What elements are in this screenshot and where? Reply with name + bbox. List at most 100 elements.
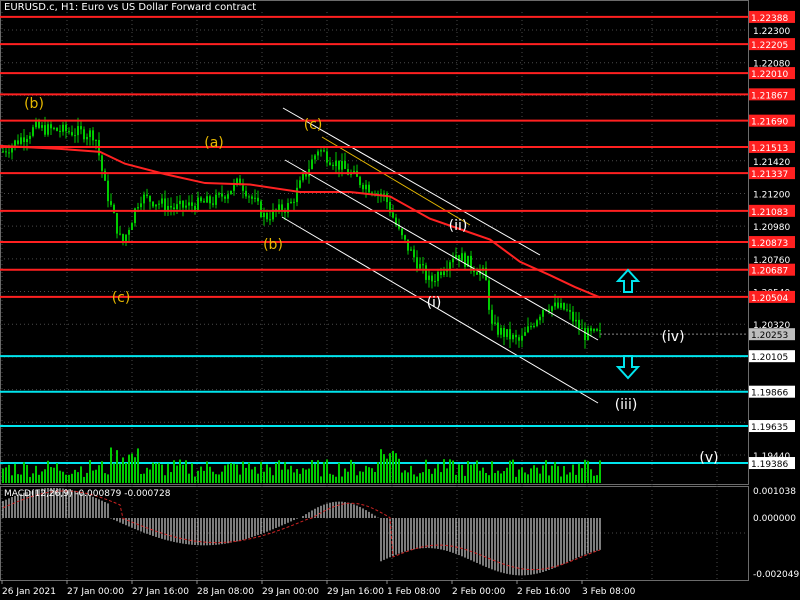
candle — [578, 319, 580, 329]
time-tick-label: 29 Jan 00:00 — [262, 587, 319, 597]
candle — [248, 196, 250, 198]
candle — [284, 211, 286, 213]
candle — [254, 197, 256, 199]
wave-label: (a) — [204, 135, 224, 151]
candle — [509, 329, 511, 340]
candle — [83, 129, 85, 140]
candle — [77, 126, 79, 136]
candle — [182, 200, 184, 208]
candle — [11, 145, 13, 153]
candle — [251, 196, 253, 199]
support-price-tag — [749, 385, 795, 398]
candle — [521, 335, 523, 341]
candle — [218, 193, 220, 195]
candle — [41, 125, 43, 128]
candle — [419, 264, 421, 269]
candle — [278, 204, 280, 211]
candle — [110, 201, 112, 205]
price-tick-label: 1.20980 — [753, 223, 790, 233]
candle — [461, 253, 463, 261]
candle — [272, 209, 274, 220]
candle — [404, 235, 406, 240]
candle — [524, 332, 526, 336]
candle — [380, 193, 382, 195]
wave-label: (iii) — [615, 397, 638, 413]
candle — [428, 275, 430, 280]
moving-average-line — [0, 144, 601, 299]
time-tick-label: 28 Jan 08:00 — [197, 587, 254, 597]
candle — [29, 135, 31, 139]
candle — [434, 281, 436, 283]
candle — [95, 140, 97, 142]
candle — [386, 193, 388, 203]
candle — [488, 280, 490, 310]
candle — [455, 255, 457, 259]
candle — [173, 207, 175, 210]
wave-label: (b) — [24, 96, 44, 112]
candle — [152, 201, 154, 207]
candle — [101, 155, 103, 171]
candle — [146, 194, 148, 196]
candle — [494, 322, 496, 324]
resistance-price-tag — [749, 236, 795, 249]
candle — [314, 155, 316, 160]
candle — [431, 275, 433, 282]
resistance-price-tag — [749, 140, 795, 153]
candle — [581, 328, 583, 330]
candle — [122, 234, 124, 243]
candle — [302, 173, 304, 181]
resistance-price-label: 1.21867 — [751, 91, 788, 101]
candle — [299, 180, 301, 188]
candle — [491, 309, 493, 324]
candle — [212, 203, 214, 205]
candle — [290, 201, 292, 204]
candle — [287, 203, 289, 213]
candle — [536, 320, 538, 326]
candle — [260, 201, 262, 218]
candle — [161, 198, 163, 204]
candle — [533, 325, 535, 327]
candle — [281, 204, 283, 212]
candle — [320, 150, 322, 152]
candle — [203, 201, 205, 203]
candle — [362, 184, 364, 190]
resistance-price-tag — [749, 88, 795, 101]
candle — [86, 137, 88, 140]
resistance-price-tag — [749, 67, 795, 80]
candle — [68, 131, 70, 133]
time-tick-label: 29 Jan 16:00 — [327, 587, 384, 597]
candle — [221, 193, 223, 197]
candle — [452, 258, 454, 263]
candle — [542, 310, 544, 317]
wave-label: (c) — [112, 290, 131, 306]
candle — [317, 151, 319, 156]
candle — [344, 160, 346, 169]
candle — [467, 255, 469, 267]
macd-tick-label: -0.002049 — [753, 570, 799, 580]
candle — [92, 130, 94, 141]
resistance-price-tag — [749, 290, 795, 303]
candle — [53, 127, 55, 129]
candle — [185, 205, 187, 208]
candle — [398, 224, 400, 229]
time-tick-label: 27 Jan 00:00 — [67, 587, 124, 597]
candle — [113, 204, 115, 214]
candle — [59, 130, 61, 132]
resistance-price-label: 1.21513 — [751, 144, 788, 154]
candle — [395, 217, 397, 225]
resistance-price-tag — [749, 204, 795, 217]
candle — [569, 310, 571, 312]
candle — [512, 334, 514, 340]
candle — [566, 309, 568, 311]
candle — [506, 329, 508, 337]
candle — [323, 150, 325, 152]
candle — [326, 151, 328, 163]
candle — [383, 193, 385, 195]
candle — [47, 124, 49, 135]
candle — [437, 271, 439, 282]
support-price-tag — [749, 350, 795, 363]
candle — [191, 202, 193, 206]
candle — [137, 207, 139, 209]
